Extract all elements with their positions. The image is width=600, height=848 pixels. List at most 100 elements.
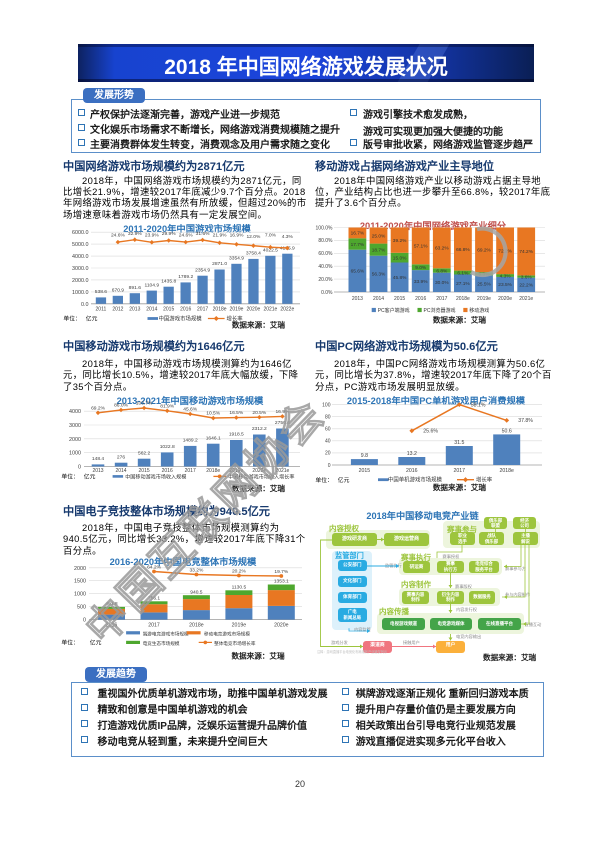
svg-text:27.1%: 27.1% (456, 281, 470, 287)
svg-text:25.5%: 25.5% (477, 282, 491, 288)
svg-text:2022e: 2022e (280, 306, 294, 312)
svg-text:2017: 2017 (197, 306, 208, 312)
svg-text:7.0%: 7.0% (265, 233, 277, 239)
svg-text:80.0%: 80.0% (318, 238, 333, 244)
svg-text:2014: 2014 (115, 468, 126, 474)
svg-text:64.2%: 64.2% (147, 564, 162, 570)
svg-text:63.2%: 63.2% (435, 246, 449, 252)
svg-text:单位：: 单位： (61, 639, 78, 647)
svg-text:增长率: 增长率 (227, 315, 244, 323)
svg-text:20.5%: 20.5% (252, 410, 267, 416)
svg-text:69.2%: 69.2% (477, 248, 491, 254)
svg-text:2016: 2016 (162, 468, 173, 474)
svg-text:3000.0: 3000.0 (72, 266, 89, 272)
svg-text:4022.5: 4022.5 (263, 248, 278, 254)
svg-text:中国游戏市场规模: 中国游戏市场规模 (159, 315, 203, 323)
svg-text:20.0%: 20.0% (318, 277, 333, 283)
svg-text:100: 100 (322, 402, 331, 408)
svg-text:30.0%: 30.0% (435, 280, 449, 286)
svg-text:500: 500 (77, 605, 86, 611)
svg-text:2021e: 2021e (275, 468, 289, 474)
svg-text:670.9: 670.9 (112, 288, 125, 294)
svg-text:2000.0: 2000.0 (72, 278, 89, 284)
svg-text:2017: 2017 (185, 468, 196, 474)
svg-text:2018e: 2018e (206, 468, 220, 474)
svg-text:PC客户端游戏: PC客户端游戏 (378, 307, 410, 314)
svg-text:1489.2: 1489.2 (183, 438, 198, 444)
svg-text:56.3%: 56.3% (372, 272, 386, 278)
svg-text:22.2%: 22.2% (519, 283, 533, 289)
svg-text:1104.9: 1104.9 (144, 282, 159, 288)
svg-text:移动游戏: 移动游戏 (469, 307, 489, 314)
svg-text:491.8: 491.8 (105, 601, 118, 607)
svg-text:单位：: 单位： (315, 476, 332, 484)
svg-text:1000: 1000 (74, 592, 86, 598)
svg-text:端游电竞游戏市场规模: 端游电竞游戏市场规模 (143, 630, 189, 637)
svg-text:中国移动游戏市场收入增长率: 中国移动游戏市场收入增长率 (228, 474, 294, 481)
svg-text:100.0%: 100.0% (316, 225, 334, 231)
svg-text:33.2%: 33.2% (189, 567, 204, 573)
svg-text:2021e: 2021e (263, 306, 277, 312)
svg-text:2354.9: 2354.9 (195, 267, 210, 273)
svg-text:移动电竞游戏市场规模: 移动电竞游戏市场规模 (204, 630, 250, 637)
svg-text:21.9%: 21.9% (213, 233, 228, 239)
svg-text:31.6%: 31.6% (196, 231, 211, 237)
svg-text:23.9%: 23.9% (145, 233, 160, 239)
svg-text:50.6: 50.6 (502, 428, 512, 434)
svg-text:PC浏览器游戏: PC浏览器游戏 (424, 307, 456, 314)
svg-text:66.8%: 66.8% (456, 247, 470, 253)
svg-text:58.1%: 58.1% (471, 402, 486, 408)
svg-text:80: 80 (325, 415, 331, 421)
svg-text:148.4: 148.4 (92, 456, 105, 462)
svg-text:2017: 2017 (436, 296, 447, 302)
svg-text:1646.1: 1646.1 (206, 435, 221, 441)
svg-text:19.7%: 19.7% (274, 569, 289, 575)
svg-text:0.0: 0.0 (81, 302, 89, 308)
svg-text:2016: 2016 (106, 623, 118, 629)
svg-text:2019e: 2019e (229, 468, 243, 474)
svg-text:74.2%: 74.2% (519, 249, 533, 255)
svg-text:增长率: 增长率 (476, 476, 493, 484)
svg-text:6.1%: 6.1% (457, 270, 469, 276)
svg-text:2017: 2017 (148, 623, 160, 629)
svg-text:3.6%: 3.6% (521, 274, 533, 280)
svg-text:1022.8: 1022.8 (160, 444, 175, 450)
svg-text:13.2: 13.2 (407, 451, 417, 457)
svg-text:2018e: 2018e (456, 296, 470, 302)
svg-text:40: 40 (325, 439, 331, 445)
svg-text:6000.0: 6000.0 (72, 230, 89, 236)
svg-text:2019e: 2019e (230, 306, 244, 312)
svg-text:538.6: 538.6 (95, 289, 108, 295)
svg-text:4.3%: 4.3% (282, 234, 294, 240)
svg-text:1000: 1000 (69, 451, 81, 457)
svg-text:86.0%: 86.0% (114, 403, 129, 409)
svg-text:单位：: 单位： (63, 315, 80, 323)
svg-text:24.6%: 24.6% (111, 233, 126, 239)
svg-text:2016: 2016 (415, 296, 426, 302)
svg-text:2018e: 2018e (213, 306, 227, 312)
svg-text:9.0%: 9.0% (415, 265, 427, 271)
svg-text:1500: 1500 (74, 579, 86, 585)
svg-text:40.0%: 40.0% (318, 264, 333, 270)
svg-text:25.0%: 25.0% (372, 233, 386, 239)
svg-text:2018e: 2018e (189, 623, 204, 629)
svg-text:3000: 3000 (69, 423, 81, 429)
svg-text:2013: 2013 (352, 296, 363, 302)
svg-text:0: 0 (328, 463, 331, 469)
svg-text:940.5: 940.5 (190, 589, 203, 595)
svg-text:1435.8: 1435.8 (161, 278, 176, 284)
svg-text:4000: 4000 (69, 409, 81, 415)
svg-text:中国移动游戏市场收入规模: 中国移动游戏市场收入规模 (125, 474, 186, 481)
svg-text:2019e: 2019e (477, 296, 491, 302)
svg-text:2014: 2014 (146, 306, 157, 312)
svg-text:29.9%: 29.9% (162, 231, 177, 237)
svg-text:单位：: 单位： (61, 473, 78, 481)
svg-text:0.0%: 0.0% (321, 290, 333, 296)
svg-text:276: 276 (117, 454, 125, 460)
svg-text:2000: 2000 (69, 437, 81, 443)
svg-text:20: 20 (325, 451, 331, 457)
svg-text:1130.5: 1130.5 (232, 585, 247, 591)
svg-text:2013: 2013 (129, 306, 140, 312)
svg-text:37.8%: 37.8% (518, 418, 533, 424)
svg-text:39.2%: 39.2% (393, 238, 407, 244)
